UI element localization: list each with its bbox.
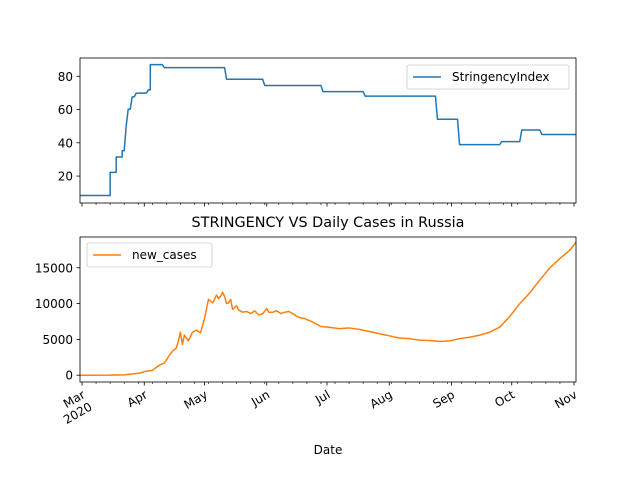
x-tick-label: Jun [248,387,272,409]
top-y-tick-label: 60 [58,103,73,117]
top-axes-frame [79,57,577,204]
bottom-y-tick-label: 10000 [35,297,73,311]
top-x-ticks [81,203,575,207]
top-y-tick-label: 40 [58,136,73,150]
x-tick-label: Oct [492,387,517,410]
x-tick-label: Sep [430,387,457,410]
bottom-x-ticks: Mar2020 Apr May Jun Jul Aug Sep Oct Nov [54,382,579,427]
chart-title: STRINGENCY VS Daily Cases in Russia [192,215,465,231]
top-y-tick-label: 20 [58,170,73,184]
new-cases-line [80,241,576,376]
top-y-tick-label: 80 [58,70,73,84]
bottom-legend-label: new_cases [132,248,197,262]
x-tick-label: Nov [552,387,579,411]
bottom-y-tick-label: 5000 [42,333,73,347]
top-legend: StringencyIndex [406,64,570,90]
top-y-ticks: 20 40 60 80 [58,70,80,184]
bottom-axes-frame [79,236,577,383]
top-panel: 20 40 60 80 StringencyIndex [58,57,577,207]
top-legend-label: StringencyIndex [452,70,550,84]
bottom-panel: 0 5000 10000 15000 Mar2020 Apr May Jun Jul Aug Se… [35,236,579,457]
x-axis-label: Date [314,443,343,457]
bottom-y-ticks: 0 5000 10000 15000 [35,261,80,383]
stringency-line [80,63,576,197]
bottom-y-tick-label: 0 [65,369,73,383]
bottom-y-tick-label: 15000 [35,261,73,275]
bottom-legend: new_cases [86,242,213,268]
x-tick-label: Aug [367,387,394,411]
bottom-legend-box [86,242,213,268]
x-tick-label: Apr [125,387,150,410]
x-tick-label: Jul [312,387,332,407]
x-tick-label: Mar2020 [54,387,95,427]
top-legend-box [406,64,570,90]
x-tick-label: May [182,387,210,412]
